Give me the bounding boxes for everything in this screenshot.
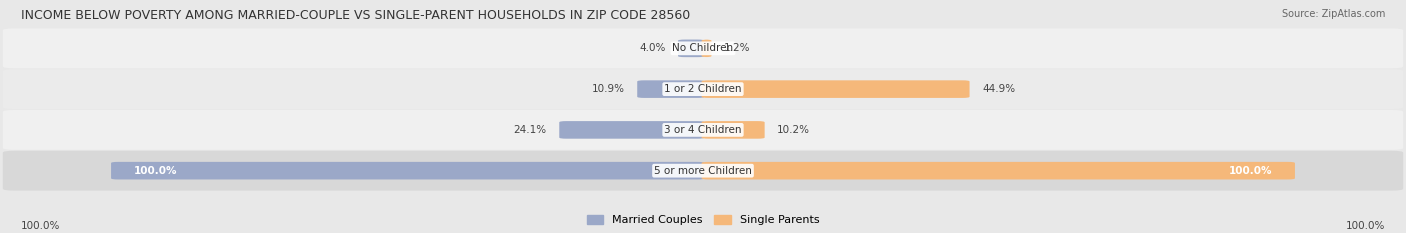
- FancyBboxPatch shape: [111, 162, 704, 179]
- FancyBboxPatch shape: [702, 40, 711, 57]
- Text: 10.2%: 10.2%: [778, 125, 810, 135]
- Text: INCOME BELOW POVERTY AMONG MARRIED-COUPLE VS SINGLE-PARENT HOUSEHOLDS IN ZIP COD: INCOME BELOW POVERTY AMONG MARRIED-COUPL…: [21, 9, 690, 22]
- Legend: Married Couples, Single Parents: Married Couples, Single Parents: [586, 215, 820, 225]
- FancyBboxPatch shape: [3, 151, 1403, 191]
- Text: 1 or 2 Children: 1 or 2 Children: [664, 84, 742, 94]
- Text: 100.0%: 100.0%: [21, 221, 60, 231]
- Text: 1.2%: 1.2%: [724, 43, 751, 53]
- FancyBboxPatch shape: [3, 110, 1403, 150]
- FancyBboxPatch shape: [560, 121, 704, 139]
- FancyBboxPatch shape: [3, 69, 1403, 109]
- Text: 5 or more Children: 5 or more Children: [654, 166, 752, 176]
- FancyBboxPatch shape: [678, 40, 704, 57]
- Text: 100.0%: 100.0%: [1229, 166, 1272, 176]
- Text: 10.9%: 10.9%: [592, 84, 624, 94]
- Text: 4.0%: 4.0%: [638, 43, 665, 53]
- FancyBboxPatch shape: [637, 80, 704, 98]
- Text: 24.1%: 24.1%: [513, 125, 547, 135]
- FancyBboxPatch shape: [702, 121, 765, 139]
- Text: 100.0%: 100.0%: [1346, 221, 1385, 231]
- Text: 44.9%: 44.9%: [983, 84, 1015, 94]
- Text: No Children: No Children: [672, 43, 734, 53]
- Text: 100.0%: 100.0%: [134, 166, 177, 176]
- Text: 3 or 4 Children: 3 or 4 Children: [664, 125, 742, 135]
- FancyBboxPatch shape: [3, 28, 1403, 68]
- FancyBboxPatch shape: [702, 80, 970, 98]
- FancyBboxPatch shape: [702, 162, 1295, 179]
- Text: Source: ZipAtlas.com: Source: ZipAtlas.com: [1281, 9, 1385, 19]
